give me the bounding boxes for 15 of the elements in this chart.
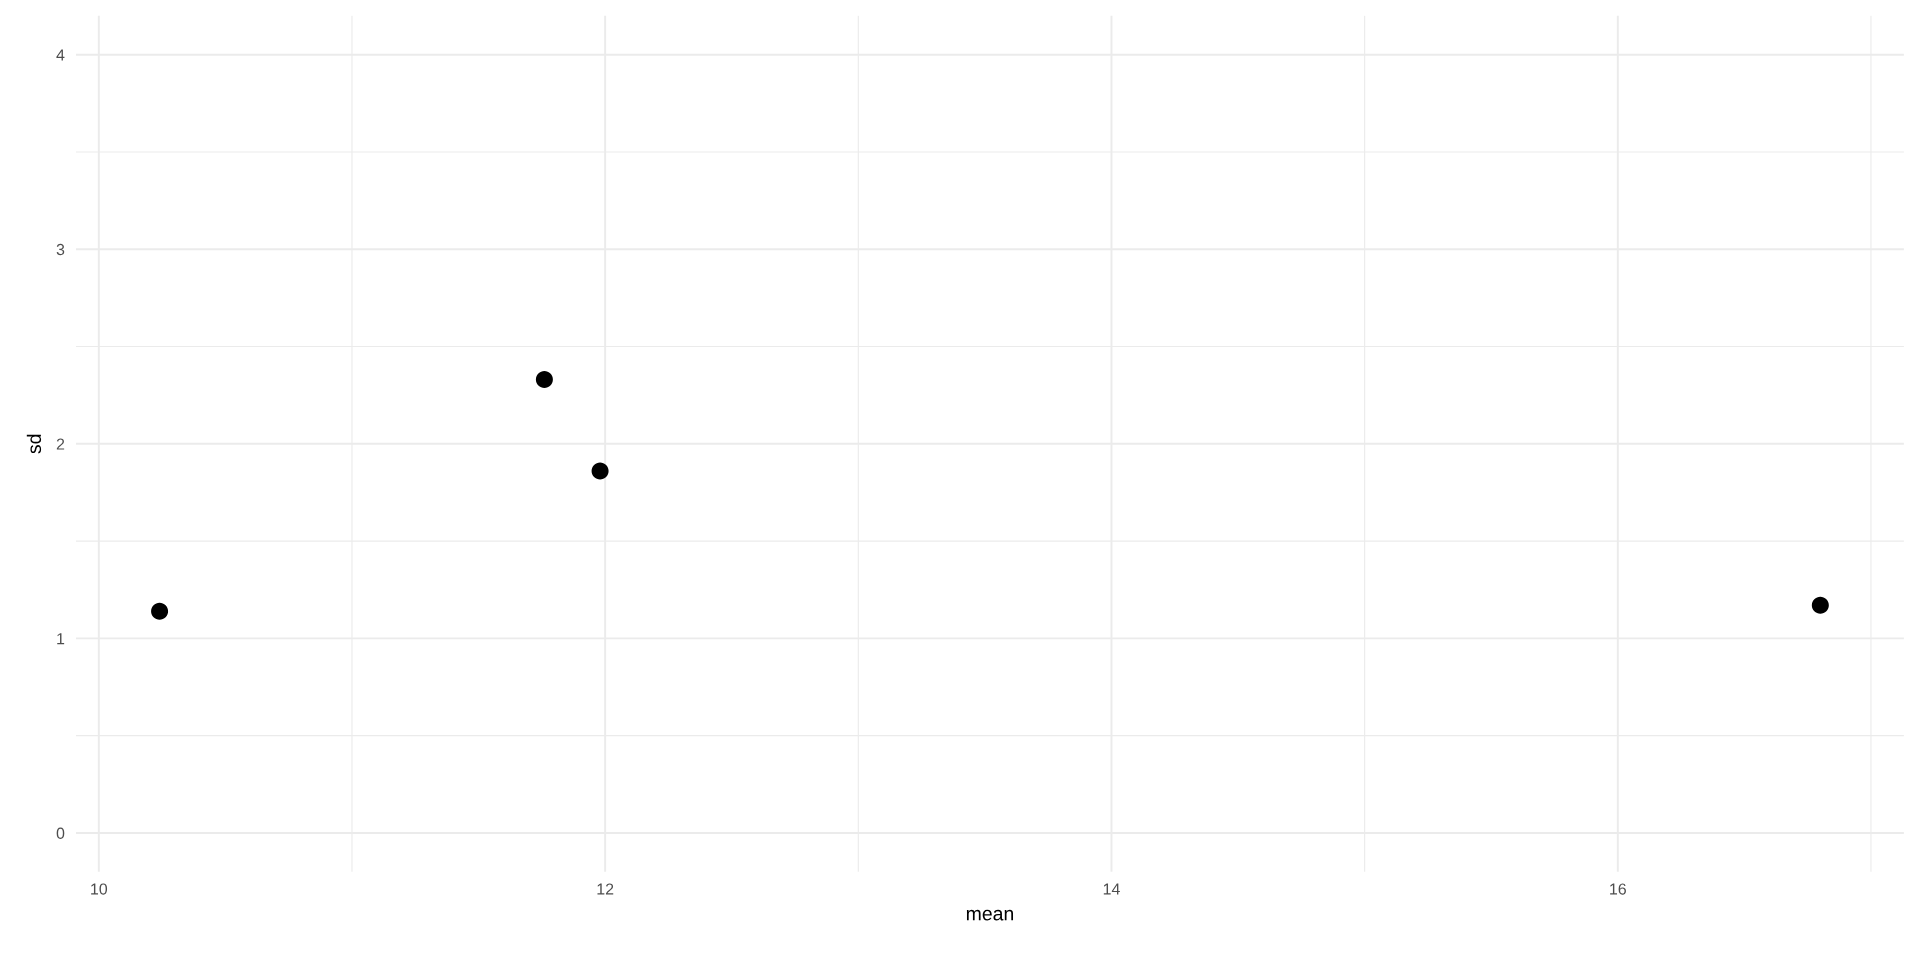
y-tick-label: 4	[56, 49, 65, 61]
point	[535, 371, 553, 389]
x-tick-label: 16	[1610, 883, 1626, 895]
y-tick-label: 2	[56, 438, 65, 450]
x-axis-title: mean	[966, 909, 1014, 921]
point	[151, 602, 169, 620]
x-tick-label: 14	[1103, 883, 1120, 895]
x-tick-label: 12	[597, 883, 614, 895]
point	[591, 462, 609, 480]
y-tick-label: 1	[57, 633, 65, 645]
x-tick-label: 10	[91, 883, 108, 895]
y-tick-label: 0	[56, 827, 65, 839]
y-tick-label: 3	[56, 243, 65, 256]
y-axis-title: sd	[26, 434, 42, 454]
point	[1811, 596, 1829, 614]
